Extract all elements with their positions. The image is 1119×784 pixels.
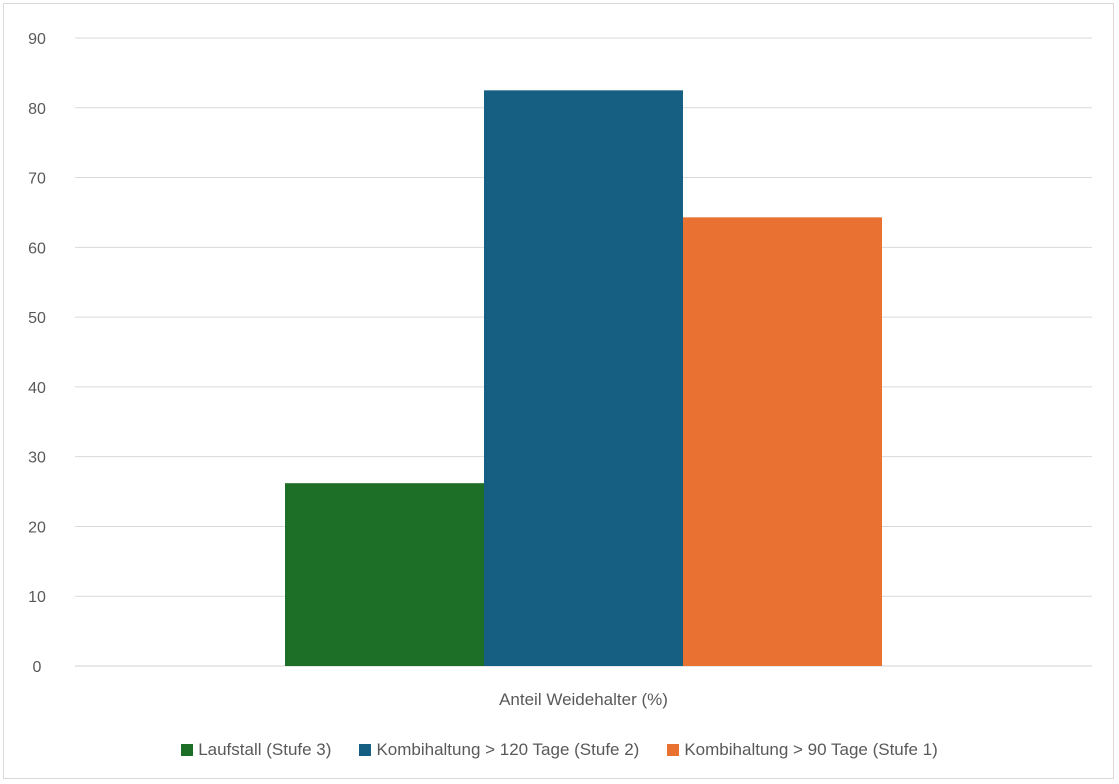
legend-swatch	[359, 744, 371, 756]
bar	[484, 90, 683, 666]
legend-swatch	[181, 744, 193, 756]
legend-item: Kombihaltung > 90 Tage (Stufe 1)	[667, 740, 937, 760]
y-tick-label: 30	[28, 450, 46, 467]
y-tick-label: 0	[33, 659, 42, 676]
y-tick-label: 90	[28, 31, 46, 48]
legend-label: Kombihaltung > 90 Tage (Stufe 1)	[684, 740, 937, 760]
y-tick-label: 20	[28, 519, 46, 536]
x-axis: Anteil Weidehalter (%)	[499, 690, 668, 709]
legend-item: Laufstall (Stufe 3)	[181, 740, 331, 760]
legend: Laufstall (Stufe 3) Kombihaltung > 120 Ta…	[0, 738, 1119, 762]
bars	[285, 90, 882, 666]
y-tick-label: 80	[28, 101, 46, 118]
legend-label: Laufstall (Stufe 3)	[198, 740, 331, 760]
legend-label: Kombihaltung > 120 Tage (Stufe 2)	[376, 740, 639, 760]
y-tick-label: 60	[28, 240, 46, 257]
bar	[285, 483, 484, 666]
x-category-label: Anteil Weidehalter (%)	[499, 690, 668, 709]
y-tick-label: 10	[28, 589, 46, 606]
y-axis-ticks: 0 10 20 30 40 50 60 70 80 90	[28, 31, 46, 676]
y-tick-label: 50	[28, 310, 46, 327]
legend-swatch	[667, 744, 679, 756]
legend-item: Kombihaltung > 120 Tage (Stufe 2)	[359, 740, 639, 760]
y-tick-label: 70	[28, 171, 46, 188]
y-tick-label: 40	[28, 380, 46, 397]
bar	[683, 217, 882, 666]
